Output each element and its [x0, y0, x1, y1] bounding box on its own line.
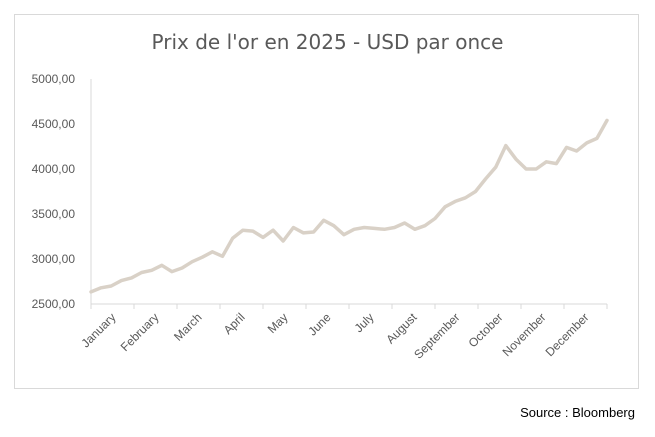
- x-tick-label: December: [543, 310, 592, 359]
- y-tick-label: 4000,00: [32, 162, 76, 176]
- y-tick-label: 5000,00: [32, 72, 76, 86]
- x-tick-label: April: [221, 310, 248, 337]
- y-tick-label: 3500,00: [32, 207, 76, 221]
- x-tick-label: August: [383, 310, 420, 347]
- y-tick-label: 3000,00: [32, 252, 76, 266]
- chart-frame: [14, 14, 639, 389]
- x-tick-label: February: [118, 310, 162, 354]
- x-tick-label: January: [79, 310, 119, 350]
- chart-title: Prix de l'or en 2025 - USD par once: [151, 30, 504, 54]
- x-tick-label: October: [466, 310, 506, 350]
- y-tick-label: 4500,00: [32, 117, 76, 131]
- x-tick-label: September: [411, 310, 462, 361]
- x-tick-label: November: [500, 310, 549, 359]
- series-line: [89, 118, 609, 294]
- y-tick-label: 2500,00: [32, 297, 76, 311]
- x-tick-label: March: [171, 310, 204, 343]
- x-tick-label: July: [352, 310, 377, 335]
- x-tick-label: June: [305, 310, 334, 339]
- source-note: Source : Bloomberg: [520, 405, 635, 420]
- x-tick-label: May: [265, 310, 291, 336]
